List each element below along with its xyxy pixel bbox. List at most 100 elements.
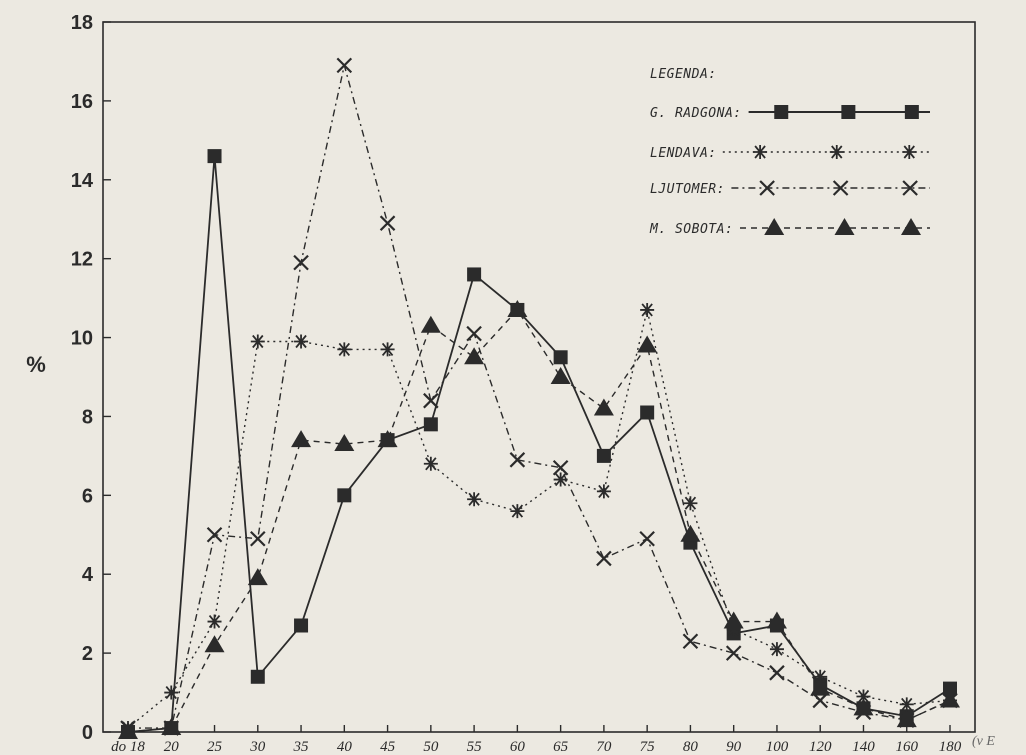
series-line: [128, 65, 951, 729]
data-point-star: [207, 614, 222, 629]
data-point-star: [829, 145, 844, 159]
data-point-x: [206, 527, 223, 543]
data-point-triangle: [896, 710, 917, 728]
x-tick-label: 35: [293, 739, 310, 755]
data-point-x: [812, 692, 828, 709]
legend-label: G. RADGONA:: [650, 106, 742, 121]
plot-frame: [102, 21, 976, 733]
data-point-star: [467, 492, 482, 507]
data-point-star: [813, 669, 828, 684]
series-line: [127, 156, 951, 733]
data-point-x: [832, 180, 849, 196]
y-tick-label: 18: [71, 12, 93, 34]
data-point-x: [509, 452, 526, 468]
series-triangle: [118, 299, 960, 739]
x-tick-label: 90: [726, 739, 742, 755]
y-axis-ticks: 0 2 4 6 8 10 12 14 16 18: [71, 12, 111, 744]
data-point-star: [596, 484, 611, 499]
data-point-triangle: [853, 698, 874, 716]
x-axis-cutoff-label: (v E: [972, 734, 995, 749]
data-point-star: [640, 302, 655, 317]
data-point-triangle: [247, 568, 268, 586]
series-square: [121, 149, 957, 739]
data-point-star: [423, 456, 438, 471]
y-axis-label: %: [26, 352, 46, 377]
data-point-triangle: [334, 434, 355, 452]
data-point-star: [683, 496, 698, 511]
data-point-star: [726, 622, 741, 637]
data-point-x: [336, 57, 353, 74]
x-tick-label: 50: [423, 739, 439, 755]
data-point-triangle: [204, 635, 225, 653]
data-point-x: [250, 530, 266, 547]
data-point-triangle: [550, 367, 571, 384]
legend-label: LJUTOMER:: [650, 182, 725, 197]
data-point-square: [596, 448, 611, 463]
data-point-star: [553, 472, 568, 487]
data-point-x: [552, 459, 569, 476]
x-tick-label: 45: [380, 739, 396, 755]
legend: LEGENDA: G. RADGONA: LENDAVA: LJUTOMER: M. …: [649, 67, 930, 237]
data-point-x: [902, 180, 918, 196]
data-point-square: [640, 405, 655, 420]
x-tick-label: 120: [809, 739, 832, 755]
data-point-star: [902, 145, 917, 159]
series-group: [118, 57, 960, 739]
data-point-triangle: [291, 430, 312, 448]
x-tick-label: 70: [596, 739, 612, 755]
data-point-square: [337, 488, 352, 503]
x-tick-label: 20: [164, 739, 180, 755]
legend-title: LEGENDA:: [650, 67, 717, 82]
data-point-star: [510, 504, 525, 519]
data-point-square: [423, 417, 438, 432]
data-point-triangle: [637, 335, 658, 353]
data-point-x: [769, 665, 785, 681]
x-tick-label: 100: [766, 739, 789, 755]
data-point-x: [466, 325, 482, 342]
data-point-triangle: [723, 611, 744, 629]
x-tick-label: 140: [852, 739, 875, 755]
data-point-star: [294, 334, 309, 349]
x-tick-label: 30: [249, 739, 266, 755]
y-tick-label: 2: [82, 643, 93, 665]
data-point-square: [774, 105, 789, 119]
data-point-triangle: [593, 398, 614, 416]
y-tick-label: 16: [71, 91, 93, 113]
data-point-square: [207, 149, 222, 164]
data-point-triangle: [901, 218, 921, 235]
data-point-triangle: [834, 218, 855, 235]
x-tick-label: 75: [640, 739, 656, 755]
data-point-triangle: [420, 315, 441, 333]
data-point-star: [856, 689, 871, 704]
data-point-star: [164, 685, 179, 700]
data-point-square: [467, 267, 482, 282]
x-tick-label: do 18: [111, 739, 145, 755]
data-point-star: [753, 145, 768, 159]
x-tick-label: 180: [939, 739, 962, 755]
data-point-triangle: [680, 524, 701, 542]
data-point-square: [553, 350, 568, 365]
x-axis-ticks: do 18 20 25 30 35 40 45 50 55 60 65 70 75 80 90 100 120 1…: [111, 725, 962, 755]
data-point-star: [769, 642, 784, 657]
y-tick-label: 0: [82, 722, 93, 744]
data-point-triangle: [766, 611, 787, 629]
y-tick-label: 14: [71, 170, 94, 192]
x-tick-label: 65: [553, 739, 569, 755]
y-tick-label: 12: [71, 249, 93, 271]
series-star: [121, 302, 957, 736]
y-tick-label: 8: [82, 406, 93, 428]
data-point-x: [725, 645, 742, 661]
data-point-triangle: [507, 299, 528, 317]
data-point-square: [841, 105, 856, 119]
x-tick-label: 40: [337, 739, 353, 755]
data-point-square: [943, 681, 957, 696]
data-point-x: [379, 215, 396, 231]
data-point-triangle: [764, 218, 785, 235]
data-point-star: [380, 342, 395, 357]
data-point-x: [596, 550, 612, 567]
y-tick-label: 4: [82, 564, 94, 586]
data-point-star: [250, 334, 265, 349]
data-point-x: [682, 633, 699, 650]
x-tick-label: 160: [895, 739, 918, 755]
